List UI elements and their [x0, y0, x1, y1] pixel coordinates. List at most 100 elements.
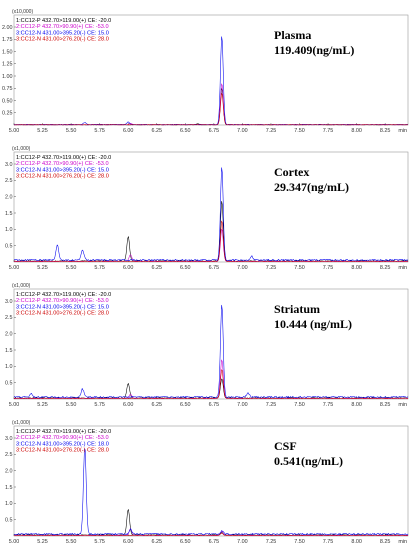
x-tick-label: 6.00 — [123, 128, 134, 134]
x-tick-label: 6.00 — [123, 265, 134, 271]
trace-1 — [13, 509, 409, 536]
x-tick-label: 7.25 — [266, 128, 277, 134]
x-tick-label: 7.25 — [266, 402, 277, 408]
x-tick-label: 5.50 — [66, 265, 77, 271]
x-tick-label: 5.00 — [9, 539, 20, 545]
chromatogram-svg: (x1,000) 0.5 1.0 1.5 2.0 2.5 3.0 5.00 5.25 5.50 5.… — [5, 283, 409, 408]
y-tick-label: 1.75 — [2, 37, 13, 43]
x-tick-label: 5.50 — [66, 402, 77, 408]
x-tick-label: 6.25 — [152, 539, 163, 545]
trace-1 — [13, 201, 409, 262]
legend-entry-2: 2:CC12-P 432.70>90.90(+) CE: -53.0 — [16, 298, 109, 304]
chromatogram-panel-4: (x1,000) 0.5 1.0 1.5 2.0 2.5 3.0 5.00 5.25 5.50 5.… — [0, 414, 420, 551]
sample-title: Cortex — [274, 165, 309, 179]
legend-entry-3: 3:CC12-N 431.00>395.20(-) CE: 15.0 — [16, 304, 109, 310]
x-tick-label: 6.75 — [209, 265, 220, 271]
trace-3 — [13, 304, 409, 399]
x-unit-label: min — [398, 539, 407, 545]
x-tick-label: 8.25 — [380, 539, 391, 545]
x-tick-label: 8.25 — [380, 402, 391, 408]
x-tick-label: 7.75 — [323, 128, 334, 134]
sample-concentration: 119.409(ng/mL) — [274, 43, 354, 57]
plot-frame — [13, 425, 409, 537]
legend-entry-1: 1:CC12-P 432.70>119.00(+) CE: -20.0 — [16, 155, 111, 161]
x-tick-label: 7.00 — [237, 128, 248, 134]
x-tick-label: 7.50 — [294, 402, 305, 408]
x-tick-label: 6.25 — [152, 265, 163, 271]
trace-1 — [13, 378, 409, 399]
x-tick-label: 6.50 — [180, 402, 191, 408]
legend-entry-4: 3:CC12-N 431.00>276.20(-) CE: 28.0 — [16, 311, 109, 317]
x-tick-label: 7.50 — [294, 539, 305, 545]
trace-3 — [13, 167, 409, 262]
trace-3 — [13, 448, 409, 536]
sample-concentration: 10.444 (ng/mL) — [274, 317, 352, 331]
x-tick-label: 7.75 — [323, 265, 334, 271]
y-multiplier-label: (x1,000) — [12, 283, 31, 289]
y-tick-label: 1.5 — [5, 211, 13, 217]
legend-entry-1: 1:CC12-P 432.70>119.00(+) CE: -20.0 — [16, 429, 111, 435]
x-tick-label: 6.50 — [180, 539, 191, 545]
x-tick-label: 7.25 — [266, 539, 277, 545]
trace-4 — [13, 369, 409, 399]
y-tick-label: 2.0 — [5, 194, 13, 200]
legend-entry-4: 3:CC12-N 431.00>276.20(-) CE: 28.0 — [16, 37, 109, 43]
legend-entry-4: 3:CC12-N 431.00>276.20(-) CE: 28.0 — [16, 448, 109, 454]
y-tick-label: 1.0 — [5, 227, 13, 233]
x-tick-label: 5.75 — [94, 265, 105, 271]
x-tick-label: 8.00 — [351, 539, 362, 545]
x-tick-label: 5.75 — [94, 128, 105, 134]
chromatogram-svg: (x1,000) 0.5 1.0 1.5 2.0 2.5 3.0 5.00 5.25 5.50 5.… — [5, 420, 409, 545]
x-tick-label: 8.25 — [380, 265, 391, 271]
x-tick-label: 5.75 — [94, 402, 105, 408]
x-unit-label: min — [398, 402, 407, 408]
y-tick-label: 1.0 — [5, 364, 13, 370]
y-tick-label: 0.5 — [5, 380, 13, 386]
chromatogram-panel-3: (x1,000) 0.5 1.0 1.5 2.0 2.5 3.0 5.00 5.25 5.50 5.… — [0, 277, 420, 414]
trace-4 — [13, 93, 409, 126]
trace-1 — [13, 88, 409, 126]
trace-2 — [13, 528, 409, 536]
y-tick-label: 1.5 — [5, 485, 13, 491]
y-tick-label: 2.0 — [5, 331, 13, 337]
x-tick-label: 5.50 — [66, 539, 77, 545]
y-tick-label: 1.50 — [2, 49, 13, 55]
x-tick-label: 6.75 — [209, 539, 220, 545]
plot-frame — [13, 288, 409, 400]
y-tick-label: 1.5 — [5, 348, 13, 354]
y-tick-label: 2.0 — [5, 468, 13, 474]
sample-title: CSF — [274, 439, 297, 453]
legend-entry-3: 3:CC12-N 431.00>395.20(-) CE: 15.0 — [16, 30, 109, 36]
x-tick-label: 5.25 — [37, 265, 48, 271]
x-unit-label: min — [398, 265, 407, 271]
y-tick-label: 0.25 — [2, 111, 13, 117]
x-tick-label: 7.00 — [237, 265, 248, 271]
x-tick-label: 7.50 — [294, 128, 305, 134]
y-multiplier-label: (x10,000) — [12, 9, 33, 15]
y-tick-label: 0.5 — [5, 517, 13, 523]
x-tick-label: 7.75 — [323, 539, 334, 545]
chromatogram-panel-1: (x10,000) 0.25 0.50 0.75 1.00 1.25 1.50 1.75 2.0… — [0, 3, 420, 140]
trace-4 — [13, 533, 409, 536]
x-tick-label: 5.75 — [94, 539, 105, 545]
x-tick-label: 6.75 — [209, 128, 220, 134]
legend-entry-4: 3:CC12-N 431.00>276.20(-) CE: 28.0 — [16, 174, 109, 180]
chromatogram-panel-2: (x1,000) 0.5 1.0 1.5 2.0 2.5 3.0 5.00 5.25 5.50 5.… — [0, 140, 420, 277]
x-tick-label: 6.00 — [123, 402, 134, 408]
x-tick-label: 6.00 — [123, 539, 134, 545]
x-tick-label: 6.50 — [180, 128, 191, 134]
x-tick-label: 6.25 — [152, 402, 163, 408]
x-tick-label: 7.00 — [237, 402, 248, 408]
x-tick-label: 8.25 — [380, 128, 391, 134]
legend-entry-2: 2:CC12-P 432.70>90.90(+) CE: -53.0 — [16, 161, 109, 167]
y-tick-label: 2.5 — [5, 452, 13, 458]
x-tick-label: 6.25 — [152, 128, 163, 134]
x-tick-label: 5.25 — [37, 539, 48, 545]
y-tick-label: 0.75 — [2, 86, 13, 92]
sample-concentration: 0.541(ng/mL) — [274, 454, 343, 468]
x-tick-label: 5.00 — [9, 265, 20, 271]
x-tick-label: 7.00 — [237, 539, 248, 545]
x-tick-label: 8.00 — [351, 128, 362, 134]
trace-2 — [13, 83, 409, 126]
x-tick-label: 5.25 — [37, 402, 48, 408]
